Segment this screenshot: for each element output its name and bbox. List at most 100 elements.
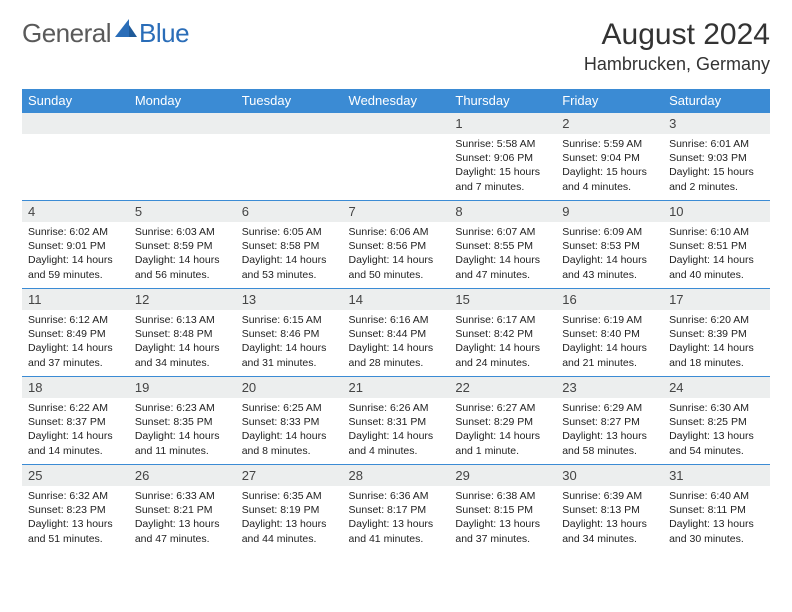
calendar-cell: 24Sunrise: 6:30 AMSunset: 8:25 PMDayligh… [663,377,770,465]
calendar-cell: 9Sunrise: 6:09 AMSunset: 8:53 PMDaylight… [556,201,663,289]
day-number: 7 [343,201,450,222]
day-info: Sunrise: 5:59 AMSunset: 9:04 PMDaylight:… [556,134,663,198]
sunset-text: Sunset: 8:29 PM [455,415,550,429]
sunrise-text: Sunrise: 6:10 AM [669,225,764,239]
sunset-text: Sunset: 8:46 PM [242,327,337,341]
day-number: 19 [129,377,236,398]
sunrise-text: Sunrise: 6:05 AM [242,225,337,239]
sunset-text: Sunset: 8:37 PM [28,415,123,429]
day-info: Sunrise: 6:23 AMSunset: 8:35 PMDaylight:… [129,398,236,462]
sunset-text: Sunset: 8:56 PM [349,239,444,253]
day-number: 24 [663,377,770,398]
daylight-text: Daylight: 14 hours and 43 minutes. [562,253,657,281]
sunset-text: Sunset: 8:25 PM [669,415,764,429]
sunset-text: Sunset: 8:21 PM [135,503,230,517]
weekday-header: Friday [556,89,663,113]
sunset-text: Sunset: 9:04 PM [562,151,657,165]
day-info: Sunrise: 5:58 AMSunset: 9:06 PMDaylight:… [449,134,556,198]
sunrise-text: Sunrise: 5:58 AM [455,137,550,151]
daylight-text: Daylight: 14 hours and 50 minutes. [349,253,444,281]
logo-text-left: General [22,18,111,49]
calendar-cell: 1Sunrise: 5:58 AMSunset: 9:06 PMDaylight… [449,113,556,201]
day-info: Sunrise: 6:06 AMSunset: 8:56 PMDaylight:… [343,222,450,286]
day-info: Sunrise: 6:13 AMSunset: 8:48 PMDaylight:… [129,310,236,374]
sunrise-text: Sunrise: 6:29 AM [562,401,657,415]
daylight-text: Daylight: 13 hours and 44 minutes. [242,517,337,545]
day-number: 23 [556,377,663,398]
day-info: Sunrise: 6:33 AMSunset: 8:21 PMDaylight:… [129,486,236,550]
calendar-cell: 12Sunrise: 6:13 AMSunset: 8:48 PMDayligh… [129,289,236,377]
calendar-cell: 25Sunrise: 6:32 AMSunset: 8:23 PMDayligh… [22,465,129,553]
daylight-text: Daylight: 14 hours and 37 minutes. [28,341,123,369]
daylight-text: Daylight: 14 hours and 24 minutes. [455,341,550,369]
weekday-header: Tuesday [236,89,343,113]
calendar-cell: 14Sunrise: 6:16 AMSunset: 8:44 PMDayligh… [343,289,450,377]
calendar-cell: 17Sunrise: 6:20 AMSunset: 8:39 PMDayligh… [663,289,770,377]
day-number: 20 [236,377,343,398]
sunrise-text: Sunrise: 6:12 AM [28,313,123,327]
sunrise-text: Sunrise: 6:02 AM [28,225,123,239]
day-number: 22 [449,377,556,398]
sunset-text: Sunset: 8:53 PM [562,239,657,253]
logo: General Blue [22,18,189,49]
weekday-header: Sunday [22,89,129,113]
daylight-text: Daylight: 13 hours and 34 minutes. [562,517,657,545]
day-info: Sunrise: 6:38 AMSunset: 8:15 PMDaylight:… [449,486,556,550]
day-info: Sunrise: 6:35 AMSunset: 8:19 PMDaylight:… [236,486,343,550]
sunrise-text: Sunrise: 6:19 AM [562,313,657,327]
day-number: 13 [236,289,343,310]
sunset-text: Sunset: 8:13 PM [562,503,657,517]
daylight-text: Daylight: 14 hours and 28 minutes. [349,341,444,369]
daylight-text: Daylight: 13 hours and 58 minutes. [562,429,657,457]
sunrise-text: Sunrise: 6:35 AM [242,489,337,503]
sunset-text: Sunset: 8:39 PM [669,327,764,341]
sunrise-text: Sunrise: 6:33 AM [135,489,230,503]
calendar-row: 4Sunrise: 6:02 AMSunset: 9:01 PMDaylight… [22,201,770,289]
calendar-row: 18Sunrise: 6:22 AMSunset: 8:37 PMDayligh… [22,377,770,465]
calendar-body: 1Sunrise: 5:58 AMSunset: 9:06 PMDaylight… [22,113,770,553]
day-info: Sunrise: 6:05 AMSunset: 8:58 PMDaylight:… [236,222,343,286]
day-info: Sunrise: 6:09 AMSunset: 8:53 PMDaylight:… [556,222,663,286]
calendar-cell: 5Sunrise: 6:03 AMSunset: 8:59 PMDaylight… [129,201,236,289]
calendar-cell: 19Sunrise: 6:23 AMSunset: 8:35 PMDayligh… [129,377,236,465]
daylight-text: Daylight: 14 hours and 8 minutes. [242,429,337,457]
sunrise-text: Sunrise: 6:40 AM [669,489,764,503]
daylight-text: Daylight: 14 hours and 34 minutes. [135,341,230,369]
day-number: 9 [556,201,663,222]
day-info: Sunrise: 6:32 AMSunset: 8:23 PMDaylight:… [22,486,129,550]
sunset-text: Sunset: 8:59 PM [135,239,230,253]
calendar-row: 11Sunrise: 6:12 AMSunset: 8:49 PMDayligh… [22,289,770,377]
daylight-text: Daylight: 15 hours and 4 minutes. [562,165,657,193]
sunrise-text: Sunrise: 6:16 AM [349,313,444,327]
location-label: Hambrucken, Germany [584,54,770,75]
day-info: Sunrise: 6:16 AMSunset: 8:44 PMDaylight:… [343,310,450,374]
sunset-text: Sunset: 8:42 PM [455,327,550,341]
day-info: Sunrise: 6:26 AMSunset: 8:31 PMDaylight:… [343,398,450,462]
day-number: 14 [343,289,450,310]
calendar-cell: 16Sunrise: 6:19 AMSunset: 8:40 PMDayligh… [556,289,663,377]
day-info: Sunrise: 6:07 AMSunset: 8:55 PMDaylight:… [449,222,556,286]
day-info: Sunrise: 6:12 AMSunset: 8:49 PMDaylight:… [22,310,129,374]
daylight-text: Daylight: 14 hours and 31 minutes. [242,341,337,369]
calendar-cell [343,113,450,201]
daylight-text: Daylight: 14 hours and 4 minutes. [349,429,444,457]
daylight-text: Daylight: 14 hours and 18 minutes. [669,341,764,369]
day-info: Sunrise: 6:40 AMSunset: 8:11 PMDaylight:… [663,486,770,550]
day-info: Sunrise: 6:27 AMSunset: 8:29 PMDaylight:… [449,398,556,462]
day-number: 30 [556,465,663,486]
daylight-text: Daylight: 14 hours and 53 minutes. [242,253,337,281]
sunrise-text: Sunrise: 6:20 AM [669,313,764,327]
day-number [343,113,450,134]
calendar-cell: 27Sunrise: 6:35 AMSunset: 8:19 PMDayligh… [236,465,343,553]
sunrise-text: Sunrise: 6:23 AM [135,401,230,415]
day-number: 18 [22,377,129,398]
calendar-cell: 20Sunrise: 6:25 AMSunset: 8:33 PMDayligh… [236,377,343,465]
day-number: 29 [449,465,556,486]
day-number: 16 [556,289,663,310]
calendar-cell [22,113,129,201]
sunset-text: Sunset: 8:35 PM [135,415,230,429]
day-info: Sunrise: 6:22 AMSunset: 8:37 PMDaylight:… [22,398,129,462]
day-number [22,113,129,134]
sunrise-text: Sunrise: 5:59 AM [562,137,657,151]
sunrise-text: Sunrise: 6:25 AM [242,401,337,415]
